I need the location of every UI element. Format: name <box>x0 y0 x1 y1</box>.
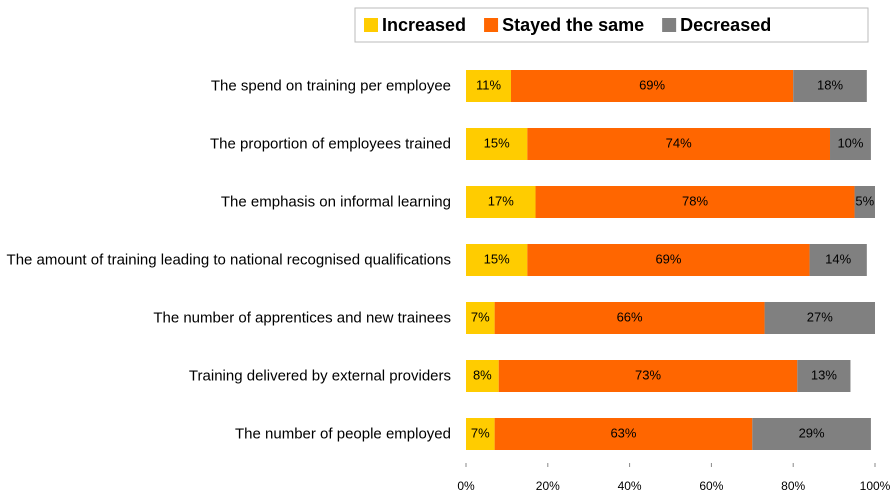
data-label: 7% <box>471 309 490 324</box>
category-label: The spend on training per employee <box>210 77 451 95</box>
bar-segment <box>466 244 528 276</box>
bar-segment <box>466 186 536 218</box>
x-tick-label: 60% <box>699 479 723 493</box>
data-label: 78% <box>682 193 708 208</box>
category-label: Training delivered by external providers <box>188 367 451 385</box>
data-label: 10% <box>837 135 863 150</box>
data-label: 66% <box>617 309 643 324</box>
data-label: 8% <box>473 367 492 382</box>
bar-segment <box>466 418 495 450</box>
bar-segment <box>809 244 867 276</box>
bar-segment <box>466 128 528 160</box>
bar-segment <box>752 418 871 450</box>
bar-segment <box>830 128 871 160</box>
data-label: 14% <box>825 251 851 266</box>
category-label: The number of people employed <box>235 425 451 443</box>
data-label: 5% <box>855 193 874 208</box>
legend-swatch <box>364 18 378 32</box>
data-label: 74% <box>666 135 692 150</box>
category-label: The emphasis on informal learning <box>220 193 451 211</box>
bar-segment <box>494 418 753 450</box>
bar-segment <box>466 70 511 102</box>
bar-segment <box>498 360 798 392</box>
bar-segment <box>466 302 495 334</box>
x-tick-label: 0% <box>457 479 475 493</box>
data-label: 13% <box>811 367 837 382</box>
data-label: 11% <box>476 77 501 92</box>
legend-label: Decreased <box>680 15 771 35</box>
bar-segment <box>527 128 831 160</box>
x-tick-label: 20% <box>536 479 560 493</box>
legend-swatch <box>484 18 499 32</box>
legend-label: Increased <box>382 15 466 35</box>
data-label: 63% <box>610 425 636 440</box>
bar-segment <box>854 186 875 218</box>
bar-segment <box>510 70 794 102</box>
data-label: 69% <box>655 251 681 266</box>
category-label: The amount of training leading to nation… <box>6 251 451 269</box>
data-label: 73% <box>635 367 661 382</box>
bar-segment <box>535 186 855 218</box>
legend-swatch <box>662 18 677 32</box>
x-tick-label: 80% <box>781 479 805 493</box>
legend-box <box>354 7 869 43</box>
data-label: 29% <box>799 425 825 440</box>
bar-segment <box>466 360 499 392</box>
x-tick-label: 40% <box>618 479 642 493</box>
legend-label: Stayed the same <box>502 15 644 35</box>
data-label: 15% <box>484 251 510 266</box>
data-label: 69% <box>639 77 665 92</box>
category-label: The proportion of employees trained <box>210 135 451 153</box>
bar-segment <box>797 360 851 392</box>
data-label: 17% <box>488 193 514 208</box>
bar-segment <box>793 70 867 102</box>
bar-segment <box>764 302 875 334</box>
data-label: 18% <box>817 77 843 92</box>
data-label: 15% <box>484 135 510 150</box>
category-label: The number of apprentices and new traine… <box>153 309 451 327</box>
x-tick-label: 100% <box>860 479 891 493</box>
data-label: 27% <box>807 309 833 324</box>
bar-segment <box>494 302 765 334</box>
data-label: 7% <box>471 425 490 440</box>
bar-segment <box>527 244 810 276</box>
